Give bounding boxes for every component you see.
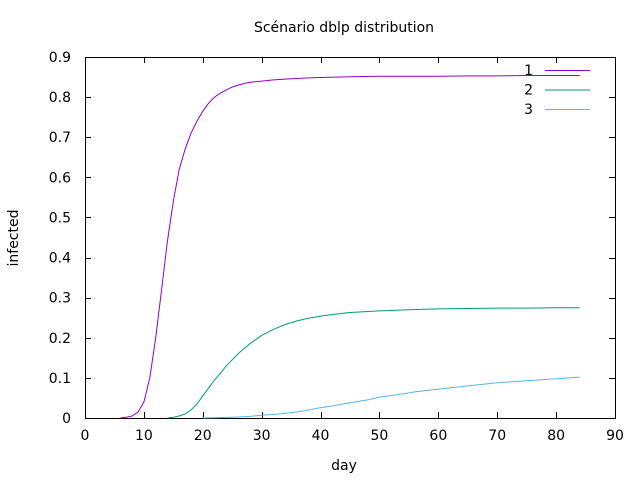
- y-tick-label: 0.1: [49, 371, 71, 387]
- y-tick-label: 0.4: [49, 251, 71, 267]
- legend-label-3: 3: [524, 102, 533, 118]
- series-line-1: [120, 75, 580, 419]
- plot-area-frame: [85, 57, 616, 419]
- y-tick-label: 0.2: [49, 331, 71, 347]
- x-tick-label: 20: [194, 428, 212, 444]
- y-tick-label: 0.8: [49, 90, 71, 106]
- y-axis-ticks: 0 0.1 0.2 0.3 0.4 0.5 0.6 0.7 0.8 0.9: [49, 50, 615, 427]
- x-tick-label: 30: [253, 428, 271, 444]
- y-axis-label: infected: [6, 210, 22, 267]
- y-tick-label: 0.9: [49, 50, 71, 66]
- y-tick-label: 0.6: [49, 170, 71, 186]
- y-tick-label: 0.3: [49, 291, 71, 307]
- x-tick-label: 60: [429, 428, 447, 444]
- y-tick-label: 0.5: [49, 210, 71, 226]
- x-axis-label: day: [331, 458, 357, 474]
- x-tick-label: 70: [488, 428, 506, 444]
- series-line-3: [202, 376, 580, 419]
- chart-title: Scénario dblp distribution: [254, 20, 434, 36]
- x-tick-label: 80: [547, 428, 565, 444]
- x-tick-label: 50: [371, 428, 389, 444]
- series-lines: [120, 75, 580, 419]
- series-line-2: [167, 307, 580, 419]
- x-tick-label: 90: [606, 428, 624, 444]
- y-tick-label: 0: [62, 411, 71, 427]
- x-tick-label: 40: [312, 428, 330, 444]
- legend-label-1: 1: [524, 63, 533, 79]
- legend-label-2: 2: [524, 83, 533, 99]
- x-tick-label: 0: [81, 428, 90, 444]
- x-tick-label: 10: [135, 428, 153, 444]
- legend: 1 2 3: [524, 63, 590, 118]
- x-axis-ticks: 0 10 20 30 40 50 60 70 80 90: [81, 57, 624, 444]
- y-tick-label: 0.7: [49, 130, 71, 146]
